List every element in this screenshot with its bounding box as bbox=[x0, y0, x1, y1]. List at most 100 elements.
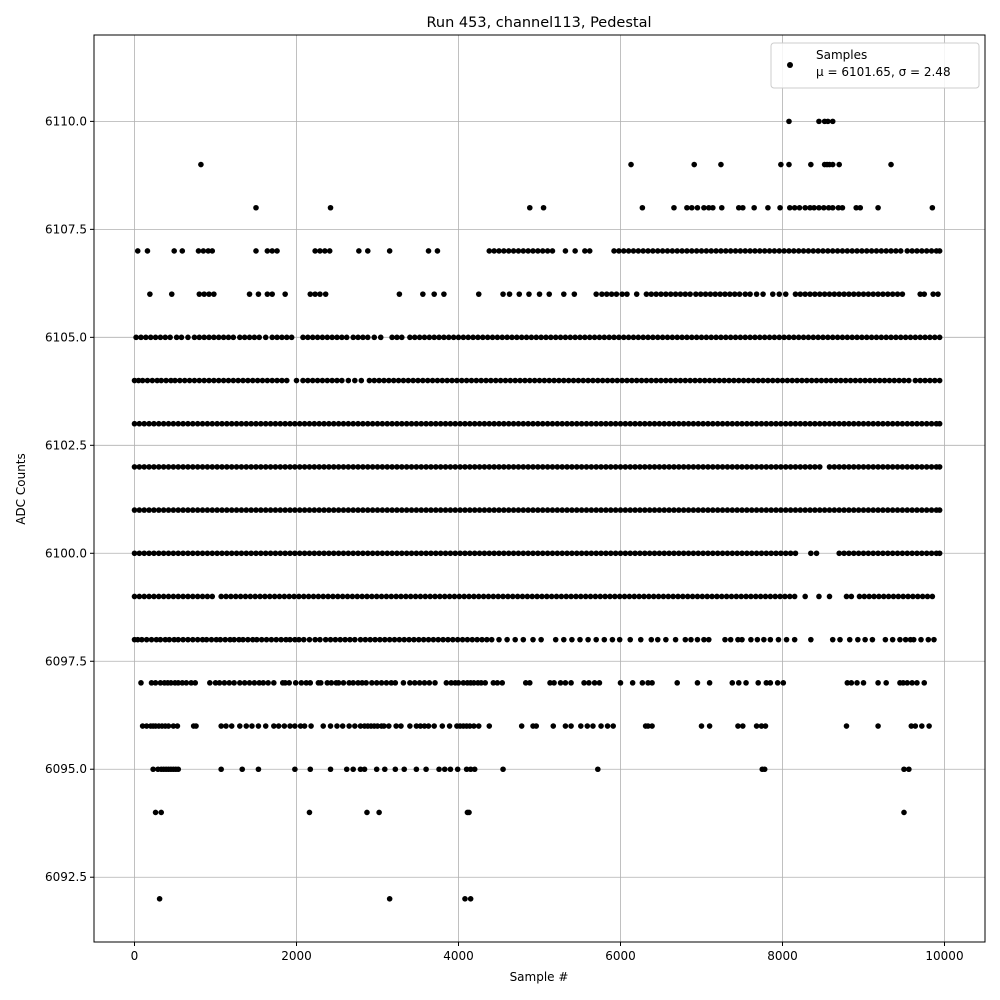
data-point bbox=[443, 680, 450, 686]
data-point bbox=[881, 377, 888, 384]
data-point bbox=[221, 680, 228, 686]
data-point bbox=[340, 680, 347, 686]
data-point bbox=[486, 723, 493, 729]
data-point bbox=[425, 723, 432, 729]
data-point bbox=[417, 723, 424, 729]
data-point bbox=[607, 464, 614, 470]
data-point bbox=[622, 507, 629, 513]
data-point bbox=[131, 464, 138, 470]
data-point bbox=[390, 377, 397, 384]
data-point bbox=[581, 680, 587, 686]
data-point bbox=[416, 636, 422, 643]
data-point bbox=[617, 550, 624, 557]
data-point bbox=[841, 550, 847, 557]
data-point bbox=[356, 248, 362, 254]
data-point bbox=[716, 377, 723, 384]
data-point bbox=[454, 636, 461, 643]
data-point bbox=[748, 507, 755, 513]
data-point bbox=[326, 464, 332, 470]
data-point bbox=[467, 550, 473, 557]
data-point bbox=[288, 334, 295, 341]
data-point bbox=[739, 464, 745, 470]
data-point bbox=[792, 507, 799, 513]
data-point bbox=[889, 636, 896, 643]
data-point bbox=[373, 680, 380, 686]
data-point bbox=[936, 377, 943, 384]
data-point bbox=[374, 420, 381, 427]
data-point bbox=[143, 636, 150, 643]
data-point bbox=[701, 377, 708, 384]
data-point bbox=[719, 507, 726, 513]
data-point bbox=[795, 334, 802, 341]
data-point bbox=[612, 420, 619, 427]
data-point bbox=[646, 420, 653, 427]
data-point bbox=[175, 593, 182, 600]
data-point bbox=[909, 420, 915, 427]
data-point bbox=[869, 636, 876, 643]
data-point bbox=[157, 680, 164, 686]
data-point bbox=[539, 507, 546, 513]
data-point bbox=[718, 204, 725, 211]
data-point bbox=[598, 723, 604, 729]
data-point bbox=[786, 118, 792, 125]
data-point bbox=[850, 550, 857, 557]
data-point bbox=[791, 334, 797, 341]
data-point bbox=[582, 593, 589, 600]
data-point bbox=[904, 507, 911, 513]
data-point bbox=[729, 507, 736, 513]
data-point bbox=[369, 680, 375, 686]
data-point bbox=[273, 636, 280, 643]
data-point bbox=[494, 334, 501, 341]
data-point bbox=[919, 723, 925, 729]
data-point bbox=[543, 593, 550, 600]
data-point bbox=[693, 248, 700, 254]
data-point bbox=[826, 291, 833, 297]
data-point bbox=[936, 420, 943, 427]
data-point bbox=[431, 291, 438, 297]
data-point bbox=[158, 809, 165, 816]
data-point bbox=[281, 593, 288, 600]
data-point bbox=[789, 377, 796, 384]
data-point bbox=[350, 680, 357, 686]
data-point bbox=[335, 550, 342, 557]
data-point bbox=[802, 204, 808, 211]
data-point bbox=[700, 420, 706, 427]
data-point bbox=[914, 593, 921, 600]
data-point bbox=[138, 680, 144, 686]
data-point bbox=[748, 550, 755, 557]
data-point bbox=[685, 550, 692, 557]
data-point bbox=[625, 248, 632, 254]
data-point bbox=[885, 507, 891, 513]
data-point bbox=[841, 464, 847, 470]
data-point bbox=[253, 420, 259, 427]
data-point bbox=[855, 507, 862, 513]
data-point bbox=[152, 809, 159, 816]
data-point bbox=[536, 291, 543, 297]
data-point bbox=[609, 377, 616, 384]
data-point bbox=[752, 248, 758, 254]
data-point bbox=[797, 507, 804, 513]
data-point bbox=[693, 291, 699, 297]
data-point bbox=[481, 507, 488, 513]
data-point bbox=[522, 680, 529, 686]
data-point bbox=[865, 550, 872, 557]
data-point bbox=[811, 204, 817, 211]
data-point bbox=[690, 550, 697, 557]
data-point bbox=[206, 377, 212, 384]
data-point bbox=[838, 377, 844, 384]
data-point bbox=[588, 420, 595, 427]
data-point bbox=[852, 377, 859, 384]
data-point bbox=[291, 593, 297, 600]
data-point bbox=[918, 636, 924, 643]
data-point bbox=[406, 636, 412, 643]
data-point bbox=[388, 680, 395, 686]
data-point bbox=[324, 680, 331, 686]
data-point bbox=[403, 593, 409, 600]
data-point bbox=[196, 377, 203, 384]
data-point bbox=[844, 248, 851, 254]
data-point bbox=[909, 464, 915, 470]
data-point bbox=[857, 377, 864, 384]
data-point bbox=[666, 507, 672, 513]
data-point bbox=[870, 550, 877, 557]
data-point bbox=[287, 723, 293, 729]
